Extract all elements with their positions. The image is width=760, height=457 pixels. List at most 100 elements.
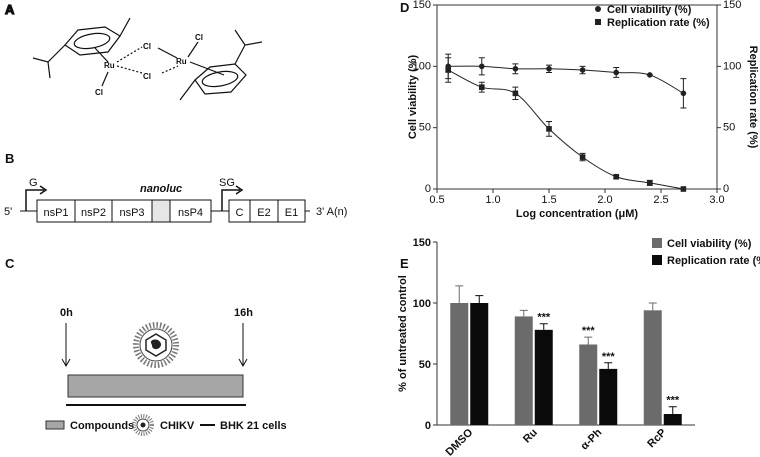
arene-ring — [194, 63, 247, 95]
data-point — [579, 67, 586, 73]
error-bar — [519, 309, 528, 317]
bar — [514, 316, 533, 425]
x-tick-label: RcP — [645, 427, 669, 451]
significance-label: *** — [537, 312, 551, 324]
bar — [579, 344, 598, 425]
y-tick-label: 150 — [413, 0, 431, 11]
panel-label: D — [400, 0, 409, 15]
data-point — [546, 65, 552, 72]
data-point — [512, 90, 519, 97]
y2-tick-label: 100 — [723, 60, 741, 72]
time-label: 16h — [234, 307, 253, 319]
error-bar — [668, 406, 677, 415]
x-tick-label: 3.0 — [709, 194, 724, 206]
significance-label: *** — [602, 351, 616, 363]
gene-label: E2 — [257, 207, 270, 219]
bar — [599, 368, 618, 425]
substituent — [32, 17, 131, 79]
data-point — [546, 126, 552, 132]
x-tick-label: DMSO — [444, 426, 476, 457]
bar — [663, 414, 682, 425]
gene-label: C — [236, 207, 244, 219]
y-tick-label: 150 — [413, 237, 431, 249]
data-point — [647, 72, 653, 78]
y-tick-label: 100 — [413, 60, 431, 72]
y-tick-label: 50 — [419, 359, 431, 371]
atom: Cl — [143, 42, 151, 51]
three-prime: 3' A(n) — [316, 206, 347, 218]
data-point — [445, 67, 451, 73]
virus-icon — [133, 322, 179, 368]
fit-line — [447, 69, 684, 190]
arene-ring — [64, 26, 121, 56]
arene-ring — [201, 70, 239, 88]
legend-marker — [595, 19, 601, 25]
substituent — [179, 29, 263, 101]
error-bar — [604, 362, 613, 369]
data-point — [512, 65, 519, 72]
gene-label: nsP2 — [81, 207, 106, 219]
y2-tick-label: 50 — [723, 122, 735, 134]
y-tick-label: 100 — [413, 298, 431, 310]
bar — [643, 310, 662, 425]
atom: Cl — [143, 72, 151, 81]
y-tick-label: 0 — [425, 183, 431, 195]
bond — [94, 47, 225, 76]
error-bar — [584, 336, 593, 345]
x-tick-label: 0.5 — [429, 194, 444, 206]
panel-c: C 0h 16h Compounds CHIKV BHK 21 cells — [5, 256, 287, 436]
x-tick-label: 1.0 — [485, 194, 500, 206]
atom: Cl — [95, 88, 103, 97]
legend-swatch — [652, 238, 662, 248]
promoter-arrow — [25, 185, 244, 211]
x-tick-label: Ru — [521, 427, 540, 446]
y2-tick-label: 0 — [723, 183, 729, 195]
x-tick-label: 2.0 — [597, 194, 612, 206]
five-prime: 5' — [4, 206, 12, 218]
data-point — [479, 63, 485, 70]
promoter-label: SG — [219, 177, 235, 189]
significance-label: *** — [666, 395, 680, 407]
gene-box — [169, 199, 212, 223]
panel-label: B — [5, 151, 14, 166]
reporter-label: nanoluc — [140, 183, 182, 195]
legend-label: BHK 21 cells — [220, 420, 287, 432]
gene-gap — [151, 199, 171, 223]
legend-label: Cell viability (%) — [667, 238, 752, 250]
atom: Ru — [104, 61, 115, 70]
legend-label: Replication rate (%) — [667, 255, 760, 267]
legend-label: Compounds — [70, 420, 134, 432]
x-tick-label: 2.5 — [653, 194, 668, 206]
bar — [450, 303, 469, 425]
y-tick-label: 50 — [419, 122, 431, 134]
error-bar — [648, 302, 657, 311]
bar — [470, 303, 489, 425]
atom: Ru — [176, 57, 187, 66]
bar — [534, 329, 553, 425]
y2-tick-label: 150 — [723, 0, 741, 11]
x-axis-label: Log concentration (μM) — [516, 208, 639, 220]
atom: Cl — [195, 33, 203, 42]
bond — [101, 41, 199, 87]
legend-label: Cell viability (%) — [607, 4, 692, 16]
panel-b: B 5' 3' A(n) G SG nanoluc nsP1 nsP2 nsP3 ns… — [4, 151, 347, 223]
data-point — [613, 69, 619, 76]
fit-line — [448, 65, 684, 94]
arrow — [61, 323, 248, 368]
promoter-label: G — [29, 177, 38, 189]
legend-label: Replication rate (%) — [607, 17, 710, 29]
gene-label: nsP1 — [43, 207, 68, 219]
gene-label: nsP4 — [178, 207, 203, 219]
gene-label: E1 — [285, 207, 298, 219]
gene-box — [277, 199, 306, 223]
significance-label: *** — [582, 325, 596, 337]
plot-frame — [436, 4, 718, 190]
data-point — [647, 180, 653, 186]
y2-axis-label: Replication rate (%) — [747, 46, 759, 149]
data-point — [479, 84, 485, 90]
y-axis-label: Cell viability (%) — [407, 54, 419, 139]
error-bar — [455, 285, 464, 303]
legend-swatch — [652, 255, 662, 265]
panel-label: C — [5, 256, 15, 271]
bond — [116, 46, 179, 74]
